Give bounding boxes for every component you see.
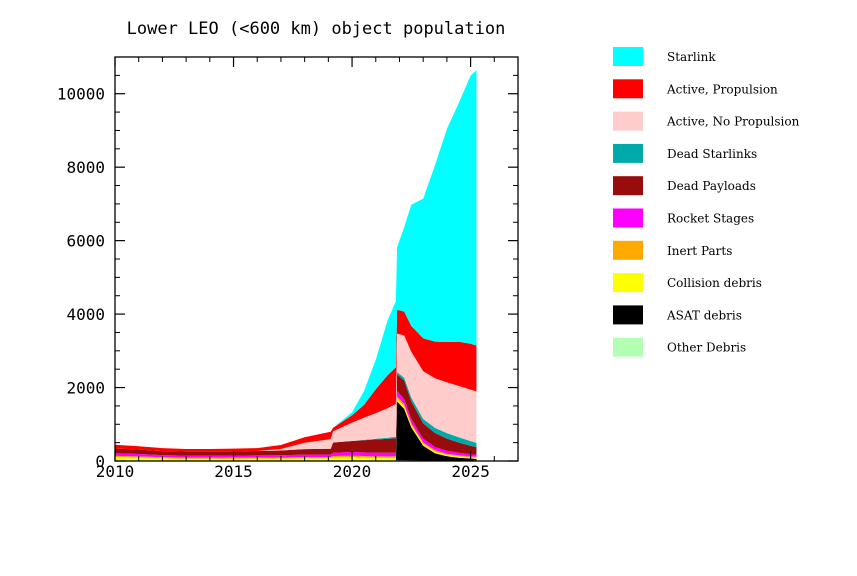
legend-swatch — [613, 176, 643, 196]
legend-swatch — [613, 208, 643, 228]
x-tick-label: 2020 — [333, 462, 372, 481]
legend: Starlink Active, Propulsion Active, No Pro… — [613, 47, 800, 357]
series-area-9 — [115, 70, 477, 449]
chart-title: Lower LEO (<600 km) object population — [127, 19, 506, 39]
legend-label: Starlink — [667, 50, 716, 64]
legend-swatch — [613, 47, 643, 66]
x-tick-label: 2025 — [451, 462, 490, 481]
series-area-3 — [115, 396, 477, 459]
legend-swatch — [613, 273, 643, 293]
y-tick-label: 10000 — [57, 85, 105, 104]
legend-swatch — [613, 305, 643, 325]
legend-label: Other Debris — [667, 341, 746, 355]
legend-swatch — [613, 240, 643, 260]
legend-swatch — [613, 337, 643, 357]
legend-label: Active, Propulsion — [666, 82, 778, 96]
series-area-7 — [115, 333, 477, 452]
legend-label: Collision debris — [667, 276, 762, 290]
series-area-5 — [115, 374, 477, 456]
legend-label: ASAT debris — [666, 308, 742, 322]
series-area-4 — [115, 390, 477, 458]
y-tick-label: 8000 — [66, 158, 105, 177]
y-tick-label: 0 — [95, 452, 105, 471]
x-tick-label: 2015 — [214, 462, 253, 481]
y-tick-label: 4000 — [66, 305, 105, 324]
legend-swatch — [613, 143, 643, 163]
legend-label: Active, No Propulsion — [666, 115, 800, 129]
y-tick-label: 6000 — [66, 232, 105, 251]
x-tick-label: 2010 — [96, 462, 135, 481]
plot-areas — [115, 70, 477, 461]
legend-swatch — [613, 79, 643, 99]
legend-label: Dead Starlinks — [667, 147, 757, 161]
legend-label: Rocket Stages — [667, 212, 754, 226]
legend-label: Inert Parts — [667, 244, 732, 258]
y-tick-label: 2000 — [66, 379, 105, 398]
legend-swatch — [613, 111, 643, 131]
series-area-1 — [115, 401, 477, 461]
series-area-2 — [115, 398, 477, 461]
legend-label: Dead Payloads — [667, 179, 756, 193]
axes: 2010 2015 2020 2025 0 2000 4000 6000 8000 10000 — [57, 56, 519, 481]
